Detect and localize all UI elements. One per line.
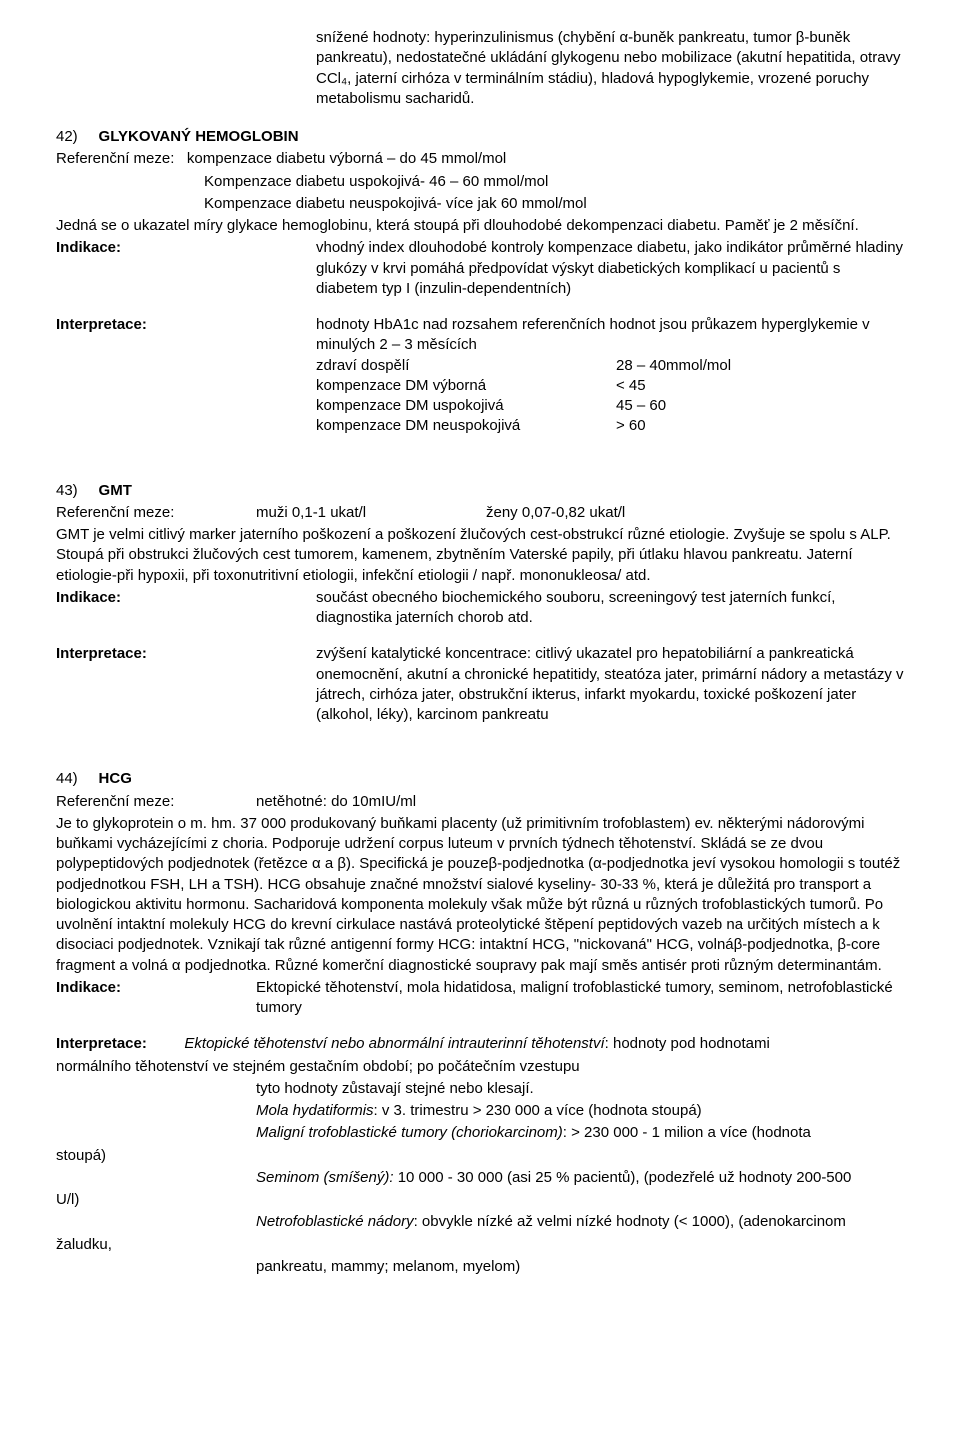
ind-text: vhodný index dlouhodobé kontroly kompenz… (316, 239, 903, 297)
int-line3-text: tyto hodnoty zůstavají stejné nebo klesa… (256, 1080, 534, 1097)
ref-val: netěhotné: do 10mIU/ml (256, 793, 416, 810)
sec44-stoupa: stoupá) (56, 1146, 904, 1166)
v3: > 60 (616, 416, 646, 436)
i1: Ektopické těhotenství nebo abnormální in… (184, 1035, 604, 1052)
mola-r: : v 3. trimestru > 230 000 a více (hodno… (374, 1102, 702, 1119)
sec44-desc-text: Je to glykoprotein o m. hm. 37 000 produ… (56, 815, 900, 974)
sec44-ref: Referenční meze: netěhotné: do 10mIU/ml (56, 792, 904, 812)
sec43-desc-text: GMT je velmi citlivý marker jaterního po… (56, 526, 891, 584)
int-text: zvýšení katalytické koncentrace: citlivý… (316, 645, 904, 723)
ref1: kompenzace diabetu výborná – do 45 mmol/… (187, 150, 506, 167)
sec42-ref1: Referenční meze: kompenzace diabetu výbo… (56, 149, 904, 169)
ref-label: Referenční meze: (56, 150, 174, 167)
ref3-text: Kompenzace diabetu neuspokojivá- více ja… (204, 195, 587, 212)
sec42-interpret: Interpretace: hodnoty HbA1c nad rozsahem… (56, 315, 904, 437)
sec43-indikace: Indikace: součást obecného biochemického… (56, 588, 904, 629)
ind-label: Indikace: (56, 589, 121, 606)
sec44-malig: Maligní trofoblastické tumory (choriokar… (256, 1123, 904, 1143)
ul-text: U/l) (56, 1191, 79, 1208)
sec43-desc: GMT je velmi citlivý marker jaterního po… (56, 525, 904, 586)
sec44-last: pankreatu, mammy; melanom, myelom) (256, 1257, 904, 1277)
sec-title: HCG (99, 770, 132, 787)
zaludku-text: žaludku, (56, 1236, 112, 1253)
sec44-zaludku: žaludku, (56, 1235, 904, 1255)
v0: 28 – 40mmol/mol (616, 356, 731, 376)
sec44-int-line2: normálního těhotenství ve stejném gestač… (56, 1057, 904, 1077)
last-text: pankreatu, mammy; melanom, myelom) (256, 1258, 520, 1275)
v1: < 45 (616, 376, 646, 396)
int-line2-text: normálního těhotenství ve stejném gestač… (56, 1058, 580, 1075)
sec44-netro: Netrofoblastické nádory: obvykle nízké a… (256, 1212, 904, 1232)
ref-f: ženy 0,07-0,82 ukat/l (486, 504, 625, 521)
int-row: kompenzace DM neuspokojivá> 60 (316, 416, 904, 436)
sec42-indikace: Indikace: vhodný index dlouhodobé kontro… (56, 238, 904, 299)
k1: kompenzace DM výborná (316, 376, 616, 396)
sec43-interpret: Interpretace: zvýšení katalytické koncen… (56, 644, 904, 725)
int-label: Interpretace: (56, 316, 147, 333)
sec44-desc: Je to glykoprotein o m. hm. 37 000 produ… (56, 814, 904, 976)
top-lowered-text: snížené hodnoty: hyperinzulinismus (chyb… (316, 29, 901, 107)
sec42-ref2: Kompenzace diabetu uspokojivá- 46 – 60 m… (204, 172, 904, 192)
netro-i: Netrofoblastické nádory (256, 1213, 414, 1230)
sec-num: 43) (56, 482, 78, 499)
v2: 45 – 60 (616, 396, 666, 416)
sec44-int-line3: tyto hodnoty zůstavají stejné nebo klesa… (256, 1079, 904, 1099)
semi-r: 10 000 - 30 000 (asi 25 % pacientů), (po… (394, 1169, 852, 1186)
sec44-semi: Seminom (smíšený): 10 000 - 30 000 (asi … (256, 1168, 904, 1188)
section-44-header: 44) HCG (56, 769, 904, 789)
int-intro: hodnoty HbA1c nad rozsahem referenčních … (316, 315, 904, 356)
sec44-ul: U/l) (56, 1190, 904, 1210)
malig-r: : > 230 000 - 1 milion a více (hodnota (563, 1124, 811, 1141)
ref-label: Referenční meze: (56, 504, 174, 521)
sec42-desc-text: Jedná se o ukazatel míry glykace hemoglo… (56, 217, 859, 234)
stoupa-text: stoupá) (56, 1147, 106, 1164)
section-43-header: 43) GMT (56, 481, 904, 501)
top-lowered-block: snížené hodnoty: hyperinzulinismus (chyb… (316, 28, 904, 109)
ref2-text: Kompenzace diabetu uspokojivá- 46 – 60 m… (204, 173, 548, 190)
k0: zdraví dospělí (316, 356, 616, 376)
ind-text: součást obecného biochemického souboru, … (316, 589, 835, 626)
sec-num: 44) (56, 770, 78, 787)
semi-i: Seminom (smíšený): (256, 1169, 394, 1186)
sec44-indikace: Indikace: Ektopické těhotenství, mola hi… (56, 978, 904, 1019)
sec44-mola: Mola hydatiformis: v 3. trimestru > 230 … (256, 1101, 904, 1121)
int-row: kompenzace DM výborná< 45 (316, 376, 904, 396)
int-row: zdraví dospělí28 – 40mmol/mol (316, 356, 904, 376)
sec43-ref: Referenční meze: muži 0,1-1 ukat/l ženy … (56, 503, 904, 523)
int-row: kompenzace DM uspokojivá45 – 60 (316, 396, 904, 416)
sec-num: 42) (56, 128, 78, 145)
netro-r: : obvykle nízké až velmi nízké hodnoty (… (414, 1213, 846, 1230)
sec-title: GMT (99, 482, 132, 499)
sec44-interpret-line1: Interpretace: Ektopické těhotenství nebo… (56, 1034, 904, 1054)
int-label: Interpretace: (56, 1035, 147, 1052)
malig-i: Maligní trofoblastické tumory (choriokar… (256, 1124, 563, 1141)
sec-title: GLYKOVANÝ HEMOGLOBIN (99, 128, 299, 145)
ind-label: Indikace: (56, 239, 121, 256)
sec42-desc: Jedná se o ukazatel míry glykace hemoglo… (56, 216, 904, 236)
mola-i: Mola hydatiformis (256, 1102, 374, 1119)
k2: kompenzace DM uspokojivá (316, 396, 616, 416)
ref-label: Referenční meze: (56, 793, 174, 810)
ind-text: Ektopické těhotenství, mola hidatidosa, … (256, 979, 893, 1016)
int-label: Interpretace: (56, 645, 147, 662)
r1: : hodnoty pod hodnotami (605, 1035, 770, 1052)
ref-m: muži 0,1-1 ukat/l (256, 504, 366, 521)
k3: kompenzace DM neuspokojivá (316, 416, 616, 436)
section-42-header: 42) GLYKOVANÝ HEMOGLOBIN (56, 127, 904, 147)
sec42-ref3: Kompenzace diabetu neuspokojivá- více ja… (204, 194, 904, 214)
ind-label: Indikace: (56, 979, 121, 996)
